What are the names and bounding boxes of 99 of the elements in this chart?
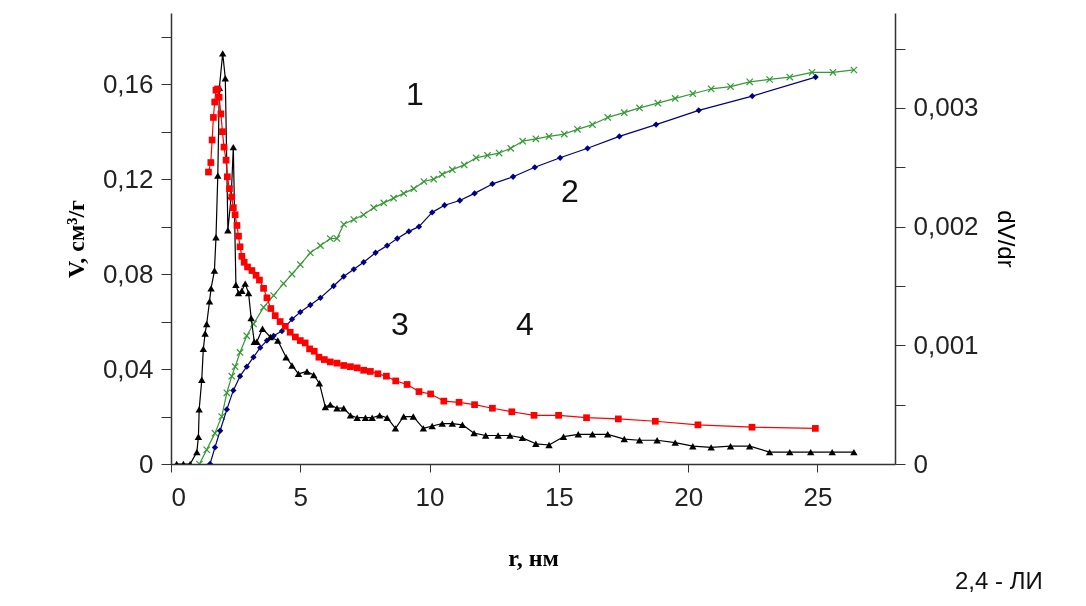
- point: [556, 154, 564, 161]
- point: [573, 125, 582, 134]
- point: [456, 197, 463, 204]
- point: [223, 406, 231, 413]
- point: [359, 211, 368, 219]
- point: [360, 259, 367, 266]
- point: [415, 223, 423, 230]
- point: [297, 308, 304, 316]
- point: [330, 282, 337, 290]
- y2-tick-label: 0,002: [913, 211, 979, 242]
- point: [726, 82, 735, 91]
- point: [278, 327, 286, 335]
- point: [372, 249, 379, 256]
- point: [765, 75, 774, 84]
- point: [350, 215, 358, 224]
- point: [350, 266, 357, 273]
- x-axis-title: r, нм: [508, 544, 559, 571]
- point: [518, 137, 527, 145]
- point: [603, 113, 612, 122]
- point: [340, 273, 347, 280]
- y-axis-title: V, см³/г: [62, 199, 89, 278]
- point: [707, 85, 715, 93]
- x-tick-label: 10: [415, 481, 445, 512]
- point: [471, 190, 478, 197]
- point: [472, 154, 480, 162]
- point: [420, 177, 428, 186]
- point: [250, 354, 257, 361]
- y-tick-label: 0,16: [102, 68, 154, 99]
- point: [545, 132, 553, 141]
- point: [394, 235, 401, 242]
- point: [288, 316, 296, 323]
- point: [635, 104, 644, 112]
- point: [384, 242, 391, 249]
- point: [560, 130, 569, 138]
- point: [316, 241, 325, 250]
- x-tick-label: 5: [293, 481, 309, 512]
- y2-tick-label: 0: [913, 448, 928, 479]
- point: [695, 107, 702, 114]
- x-tick-label: 20: [674, 481, 704, 512]
- point: [509, 173, 517, 180]
- annotation: 2: [561, 173, 579, 209]
- y2-tick-label: 0,003: [913, 92, 979, 123]
- y-tick-label: 0,08: [102, 258, 154, 289]
- point: [405, 228, 413, 235]
- point: [829, 68, 837, 77]
- point: [652, 121, 660, 128]
- point: [808, 68, 816, 77]
- point: [410, 184, 418, 193]
- point: [745, 78, 754, 86]
- point: [812, 73, 819, 81]
- point: [850, 66, 858, 74]
- point: [230, 387, 237, 394]
- point: [689, 89, 697, 98]
- point: [380, 199, 388, 207]
- point: [243, 363, 250, 370]
- y-tick-label: 0: [139, 448, 154, 479]
- y2-tick-label: 0,001: [913, 329, 979, 360]
- point: [749, 92, 756, 100]
- point: [317, 294, 324, 301]
- text: 2,4 - ЛИ: [955, 567, 1043, 594]
- point: [306, 248, 315, 257]
- y-tick-label: 0,04: [102, 353, 154, 384]
- point: [483, 151, 492, 160]
- point: [786, 73, 794, 81]
- point: [211, 444, 219, 451]
- point: [269, 291, 278, 300]
- point: [441, 202, 448, 209]
- point: [236, 373, 244, 380]
- point: [531, 164, 538, 171]
- point: [588, 120, 597, 129]
- point: [460, 161, 468, 169]
- point: [389, 194, 398, 202]
- point: [489, 180, 496, 188]
- point: [429, 175, 438, 183]
- x-tick-label: 15: [544, 481, 574, 512]
- point: [429, 209, 436, 216]
- point: [259, 303, 268, 312]
- point: [296, 260, 305, 269]
- point: [257, 344, 264, 351]
- y-tick-label: 0,12: [102, 163, 154, 194]
- point: [288, 270, 296, 278]
- point: [217, 412, 226, 421]
- annotation: 3: [391, 306, 409, 342]
- point: [438, 170, 446, 179]
- point: [236, 348, 244, 357]
- y2-axis-title: dV/dr: [992, 210, 1020, 268]
- point: [616, 133, 623, 140]
- point: [584, 145, 591, 152]
- point: [216, 427, 224, 434]
- point: [231, 362, 239, 371]
- point: [307, 301, 314, 309]
- point: [279, 279, 288, 288]
- x-tick-label: 25: [803, 481, 833, 512]
- annotation: 1: [406, 76, 424, 112]
- point: [671, 94, 679, 103]
- x-tick-label: 0: [171, 481, 186, 512]
- annotation: 4: [516, 306, 534, 342]
- point: [495, 149, 503, 157]
- point: [399, 189, 408, 198]
